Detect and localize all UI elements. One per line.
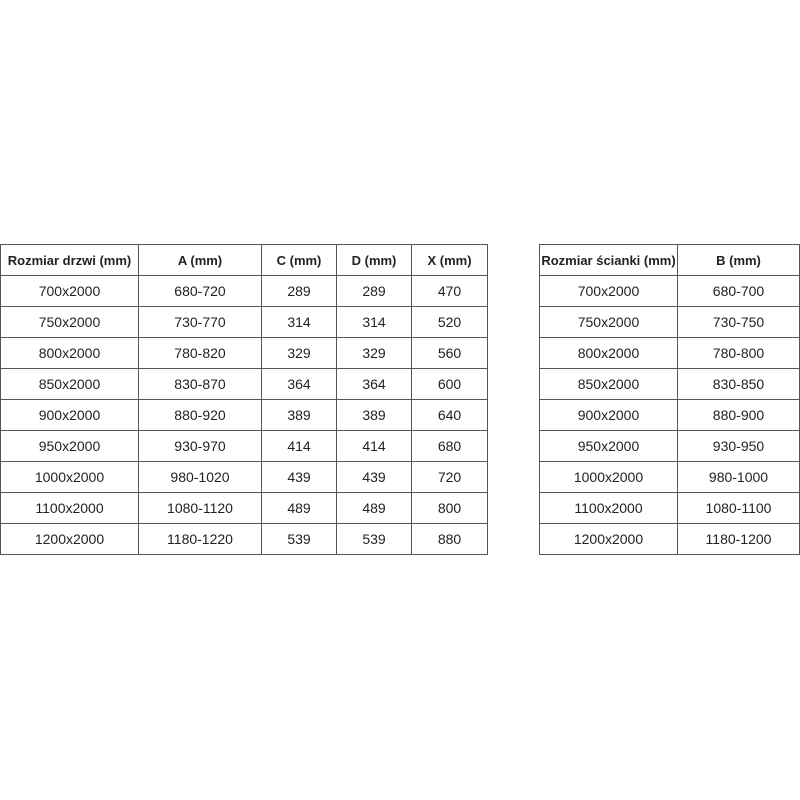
table-cell: 489 [261, 492, 337, 524]
table-row: 800x2000 780-820 329 329 560 [0, 337, 488, 369]
table-cell: 980-1020 [138, 461, 262, 493]
table-cell: 314 [336, 306, 412, 338]
table-cell: 930-970 [138, 430, 262, 462]
table-cell: 1100x2000 [0, 492, 139, 524]
table-cell: 329 [261, 337, 337, 369]
table-cell: 730-750 [677, 306, 800, 338]
table-cell: 800 [411, 492, 488, 524]
table-row: 800x2000 780-800 [539, 337, 800, 369]
table-cell: 830-870 [138, 368, 262, 400]
table-cell: 900x2000 [539, 399, 678, 431]
table-cell: 364 [336, 368, 412, 400]
table-cell: 700x2000 [539, 275, 678, 307]
table-cell: 520 [411, 306, 488, 338]
table-cell: 980-1000 [677, 461, 800, 493]
table-row: 700x2000 680-720 289 289 470 [0, 275, 488, 307]
table-row: 1200x2000 1180-1200 [539, 523, 800, 555]
table-cell: 750x2000 [539, 306, 678, 338]
table-cell: 329 [336, 337, 412, 369]
table-cell: 539 [261, 523, 337, 555]
header-row: Rozmiar drzwi (mm) A (mm) C (mm) D (mm) X (m… [0, 244, 488, 276]
table-cell: 750x2000 [0, 306, 139, 338]
table-cell: 930-950 [677, 430, 800, 462]
table-cell: 700x2000 [0, 275, 139, 307]
table-cell: 539 [336, 523, 412, 555]
table-row: 1000x2000 980-1020 439 439 720 [0, 461, 488, 493]
table-cell: 414 [261, 430, 337, 462]
table-cell: 800x2000 [0, 337, 139, 369]
table-cell: 1000x2000 [539, 461, 678, 493]
table-cell: 880-920 [138, 399, 262, 431]
table-cell: 364 [261, 368, 337, 400]
table-cell: 780-820 [138, 337, 262, 369]
table-cell: 389 [261, 399, 337, 431]
table-cell: 730-770 [138, 306, 262, 338]
table-row: 1000x2000 980-1000 [539, 461, 800, 493]
table-cell: 470 [411, 275, 488, 307]
table-row: 700x2000 680-700 [539, 275, 800, 307]
table-row: 1100x2000 1080-1100 [539, 492, 800, 524]
table-cell: 800x2000 [539, 337, 678, 369]
header-row: Rozmiar ścianki (mm) B (mm) [539, 244, 800, 276]
table-cell: 880-900 [677, 399, 800, 431]
table-row: 750x2000 730-750 [539, 306, 800, 338]
column-header: Rozmiar drzwi (mm) [0, 244, 139, 276]
column-header: A (mm) [138, 244, 262, 276]
table-cell: 1180-1200 [677, 523, 800, 555]
table-cell: 900x2000 [0, 399, 139, 431]
table-cell: 560 [411, 337, 488, 369]
column-header: B (mm) [677, 244, 800, 276]
table-cell: 1100x2000 [539, 492, 678, 524]
table-cell: 850x2000 [539, 368, 678, 400]
table-cell: 680-720 [138, 275, 262, 307]
table-row: 900x2000 880-920 389 389 640 [0, 399, 488, 431]
table-cell: 600 [411, 368, 488, 400]
wall-size-table: Rozmiar ścianki (mm) B (mm) 700x2000 680-7… [539, 244, 800, 555]
table-cell: 850x2000 [0, 368, 139, 400]
table-row: 850x2000 830-850 [539, 368, 800, 400]
table-row: 1100x2000 1080-1120 489 489 800 [0, 492, 488, 524]
table-cell: 414 [336, 430, 412, 462]
table-row: 950x2000 930-950 [539, 430, 800, 462]
table-cell: 1180-1220 [138, 523, 262, 555]
table-cell: 1200x2000 [539, 523, 678, 555]
table-cell: 680-700 [677, 275, 800, 307]
column-header: Rozmiar ścianki (mm) [539, 244, 678, 276]
table-row: 850x2000 830-870 364 364 600 [0, 368, 488, 400]
table-row: 1200x2000 1180-1220 539 539 880 [0, 523, 488, 555]
column-header: C (mm) [261, 244, 337, 276]
table-cell: 1080-1100 [677, 492, 800, 524]
table-cell: 950x2000 [0, 430, 139, 462]
table-cell: 439 [261, 461, 337, 493]
table-cell: 289 [261, 275, 337, 307]
table-cell: 439 [336, 461, 412, 493]
table-cell: 950x2000 [539, 430, 678, 462]
table-cell: 1080-1120 [138, 492, 262, 524]
column-header: D (mm) [336, 244, 412, 276]
door-size-table: Rozmiar drzwi (mm) A (mm) C (mm) D (mm) X (m… [0, 244, 488, 555]
table-cell: 389 [336, 399, 412, 431]
table-row: 950x2000 930-970 414 414 680 [0, 430, 488, 462]
table-cell: 640 [411, 399, 488, 431]
table-cell: 880 [411, 523, 488, 555]
table-row: 900x2000 880-900 [539, 399, 800, 431]
column-header: X (mm) [411, 244, 488, 276]
table-cell: 489 [336, 492, 412, 524]
table-cell: 720 [411, 461, 488, 493]
table-cell: 680 [411, 430, 488, 462]
table-row: 750x2000 730-770 314 314 520 [0, 306, 488, 338]
table-cell: 1200x2000 [0, 523, 139, 555]
table-cell: 1000x2000 [0, 461, 139, 493]
table-cell: 314 [261, 306, 337, 338]
table-cell: 830-850 [677, 368, 800, 400]
table-cell: 780-800 [677, 337, 800, 369]
table-cell: 289 [336, 275, 412, 307]
